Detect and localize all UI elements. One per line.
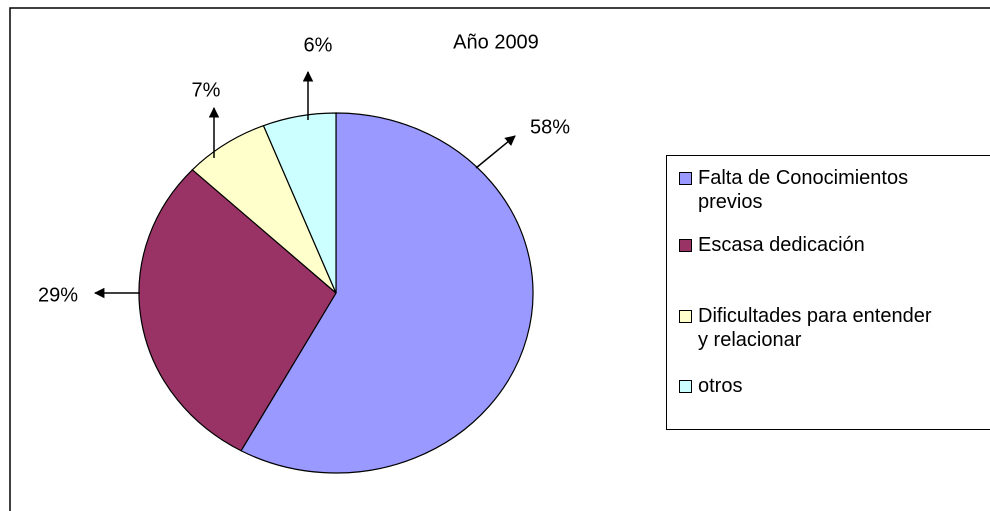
legend-label: Escasa dedicación (698, 234, 865, 256)
legend-label: otros (698, 375, 743, 397)
chart-border (9, 7, 990, 511)
legend-swatch (679, 380, 692, 393)
legend-swatch (679, 172, 692, 185)
legend: Falta de Conocimientos previos Escasa ded… (666, 155, 990, 430)
data-label: 58% (530, 116, 570, 138)
legend-item: Escasa dedicación (679, 233, 943, 257)
legend-swatch (679, 239, 692, 252)
legend-item: Dificultades para entender y relacionar (679, 304, 943, 352)
legend-swatch (679, 310, 692, 323)
chart-title: Año 2009 (453, 31, 539, 53)
pie-slice (138, 168, 337, 452)
data-label: 7% (192, 79, 221, 101)
label-arrow (475, 135, 516, 169)
data-label: 6% (304, 34, 333, 56)
pie-slice (240, 112, 534, 474)
legend-item: Falta de Conocimientos previos (679, 166, 943, 214)
legend-label: Dificultades para entender y relacionar (698, 305, 932, 351)
pie-slice (262, 112, 337, 294)
data-label: 29% (38, 284, 78, 306)
legend-label: Falta de Conocimientos previos (698, 167, 909, 213)
legend-item: otros (679, 374, 943, 398)
